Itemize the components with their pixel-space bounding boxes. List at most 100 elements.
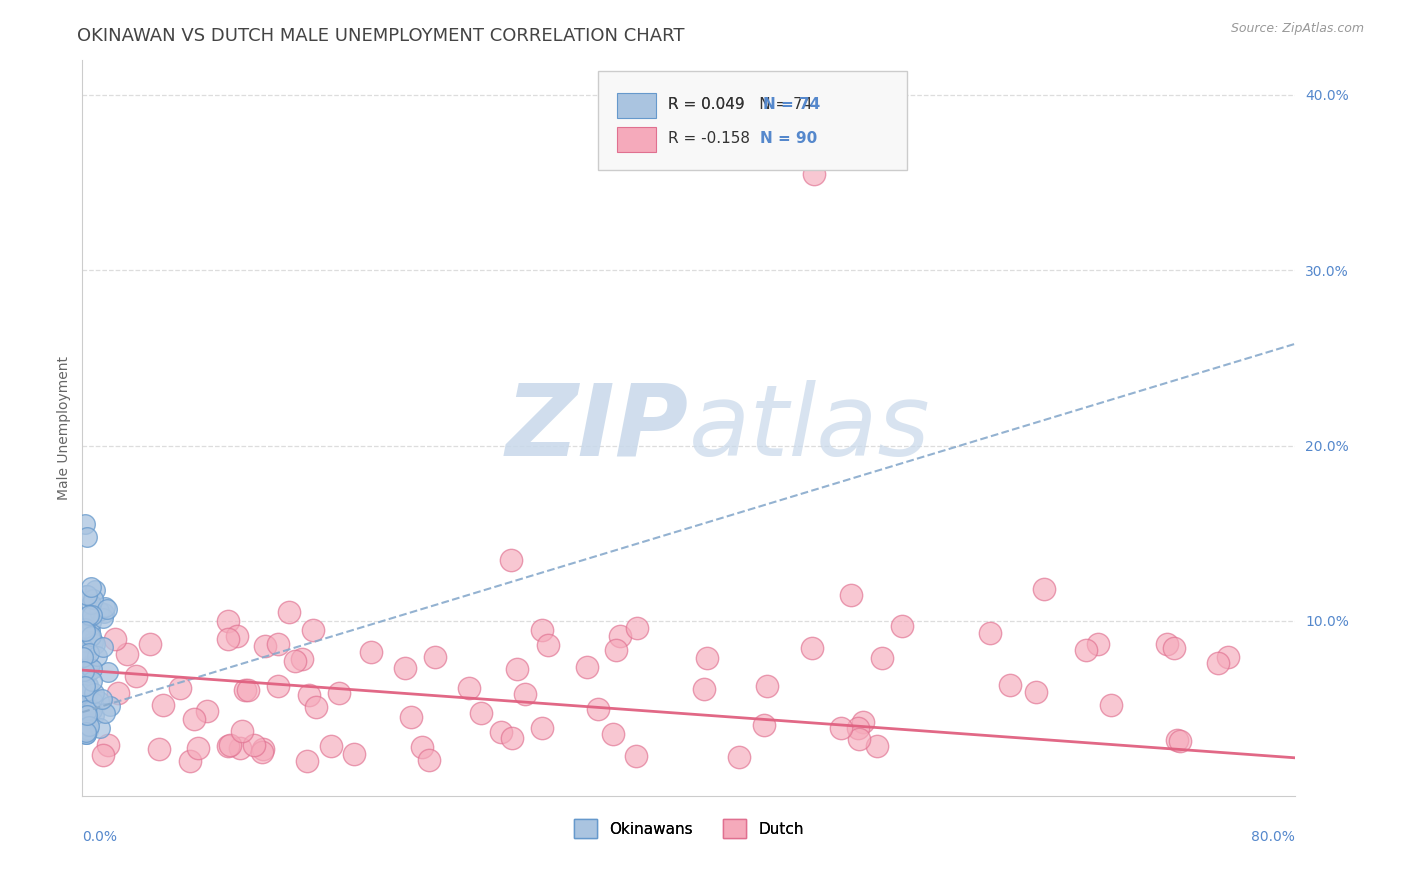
Point: [79, 623, 101, 637]
Point: [97, 665, 120, 680]
Point: [73, 621, 96, 635]
Point: [76, 530, 98, 544]
Point: [91, 692, 114, 706]
Point: [79, 629, 101, 643]
Point: [278, 605, 301, 619]
Point: [76, 723, 98, 737]
Point: [195, 704, 218, 718]
Point: [841, 588, 863, 602]
Point: [852, 714, 875, 729]
Point: [148, 741, 170, 756]
Point: [93, 606, 115, 620]
Point: [1000, 678, 1022, 692]
Point: [76, 689, 98, 703]
Point: [77, 685, 100, 699]
Point: [76, 720, 98, 734]
Point: [96, 602, 118, 616]
Point: [152, 698, 174, 713]
Point: [531, 623, 554, 637]
Point: [73, 665, 96, 679]
Point: [236, 683, 259, 698]
Point: [75, 679, 97, 693]
Point: [73, 689, 96, 703]
Point: [115, 647, 138, 661]
Point: [75, 588, 97, 602]
Point: [73, 706, 96, 720]
Point: [83, 708, 105, 723]
Point: [218, 738, 240, 752]
Text: atlas: atlas: [689, 379, 931, 476]
Point: [80, 615, 103, 629]
Point: [83, 582, 105, 597]
Point: [75, 727, 97, 741]
Point: [76, 691, 98, 706]
Point: [979, 626, 1001, 640]
Point: [267, 679, 290, 693]
Point: [77, 607, 100, 622]
Point: [752, 718, 775, 732]
Point: [755, 679, 778, 693]
Point: [302, 623, 325, 637]
Point: [254, 639, 277, 653]
Point: [183, 713, 205, 727]
Point: [866, 739, 889, 753]
Point: [75, 647, 97, 661]
Point: [91, 747, 114, 762]
Point: [76, 659, 98, 673]
Text: ZIP: ZIP: [506, 379, 689, 476]
Point: [76, 588, 98, 602]
Point: [252, 741, 274, 756]
Point: [537, 638, 560, 652]
Point: [72, 649, 94, 664]
Point: [1163, 640, 1185, 655]
Point: [75, 724, 97, 739]
Point: [80, 674, 103, 689]
Point: [98, 698, 121, 713]
Point: [298, 689, 321, 703]
Point: [72, 646, 94, 660]
Point: [1168, 733, 1191, 747]
Point: [75, 624, 97, 639]
Point: [229, 741, 252, 756]
Point: [76, 708, 98, 723]
Point: [91, 611, 114, 625]
Text: N = 74: N = 74: [762, 97, 820, 112]
Point: [418, 753, 440, 767]
Point: [586, 702, 609, 716]
Point: [138, 637, 160, 651]
Point: [343, 747, 366, 761]
Point: [399, 710, 422, 724]
Legend: Okinawans, Dutch: Okinawans, Dutch: [568, 814, 810, 844]
Point: [80, 703, 103, 717]
Point: [77, 646, 100, 660]
Point: [82, 695, 104, 709]
Text: R = 0.049   N = 74: R = 0.049 N = 74: [668, 97, 813, 112]
Point: [626, 621, 648, 635]
Point: [425, 650, 447, 665]
Point: [1216, 650, 1239, 665]
Point: [73, 654, 96, 668]
Point: [77, 718, 100, 732]
Point: [76, 665, 98, 680]
Point: [457, 681, 479, 695]
Point: [94, 706, 117, 720]
Point: [692, 682, 714, 697]
Point: [575, 659, 598, 673]
Point: [104, 632, 127, 646]
Point: [290, 651, 312, 665]
Text: OKINAWAN VS DUTCH MALE UNEMPLOYMENT CORRELATION CHART: OKINAWAN VS DUTCH MALE UNEMPLOYMENT CORR…: [77, 27, 685, 45]
Point: [84, 637, 107, 651]
Point: [179, 754, 201, 768]
Point: [80, 597, 103, 611]
Point: [321, 739, 343, 753]
Point: [76, 723, 98, 737]
Point: [1025, 684, 1047, 698]
Point: [489, 724, 512, 739]
Point: [728, 750, 751, 764]
Point: [602, 727, 624, 741]
Point: [231, 724, 253, 739]
Point: [73, 700, 96, 714]
Point: [1032, 582, 1054, 597]
Point: [73, 642, 96, 657]
Point: [89, 693, 111, 707]
